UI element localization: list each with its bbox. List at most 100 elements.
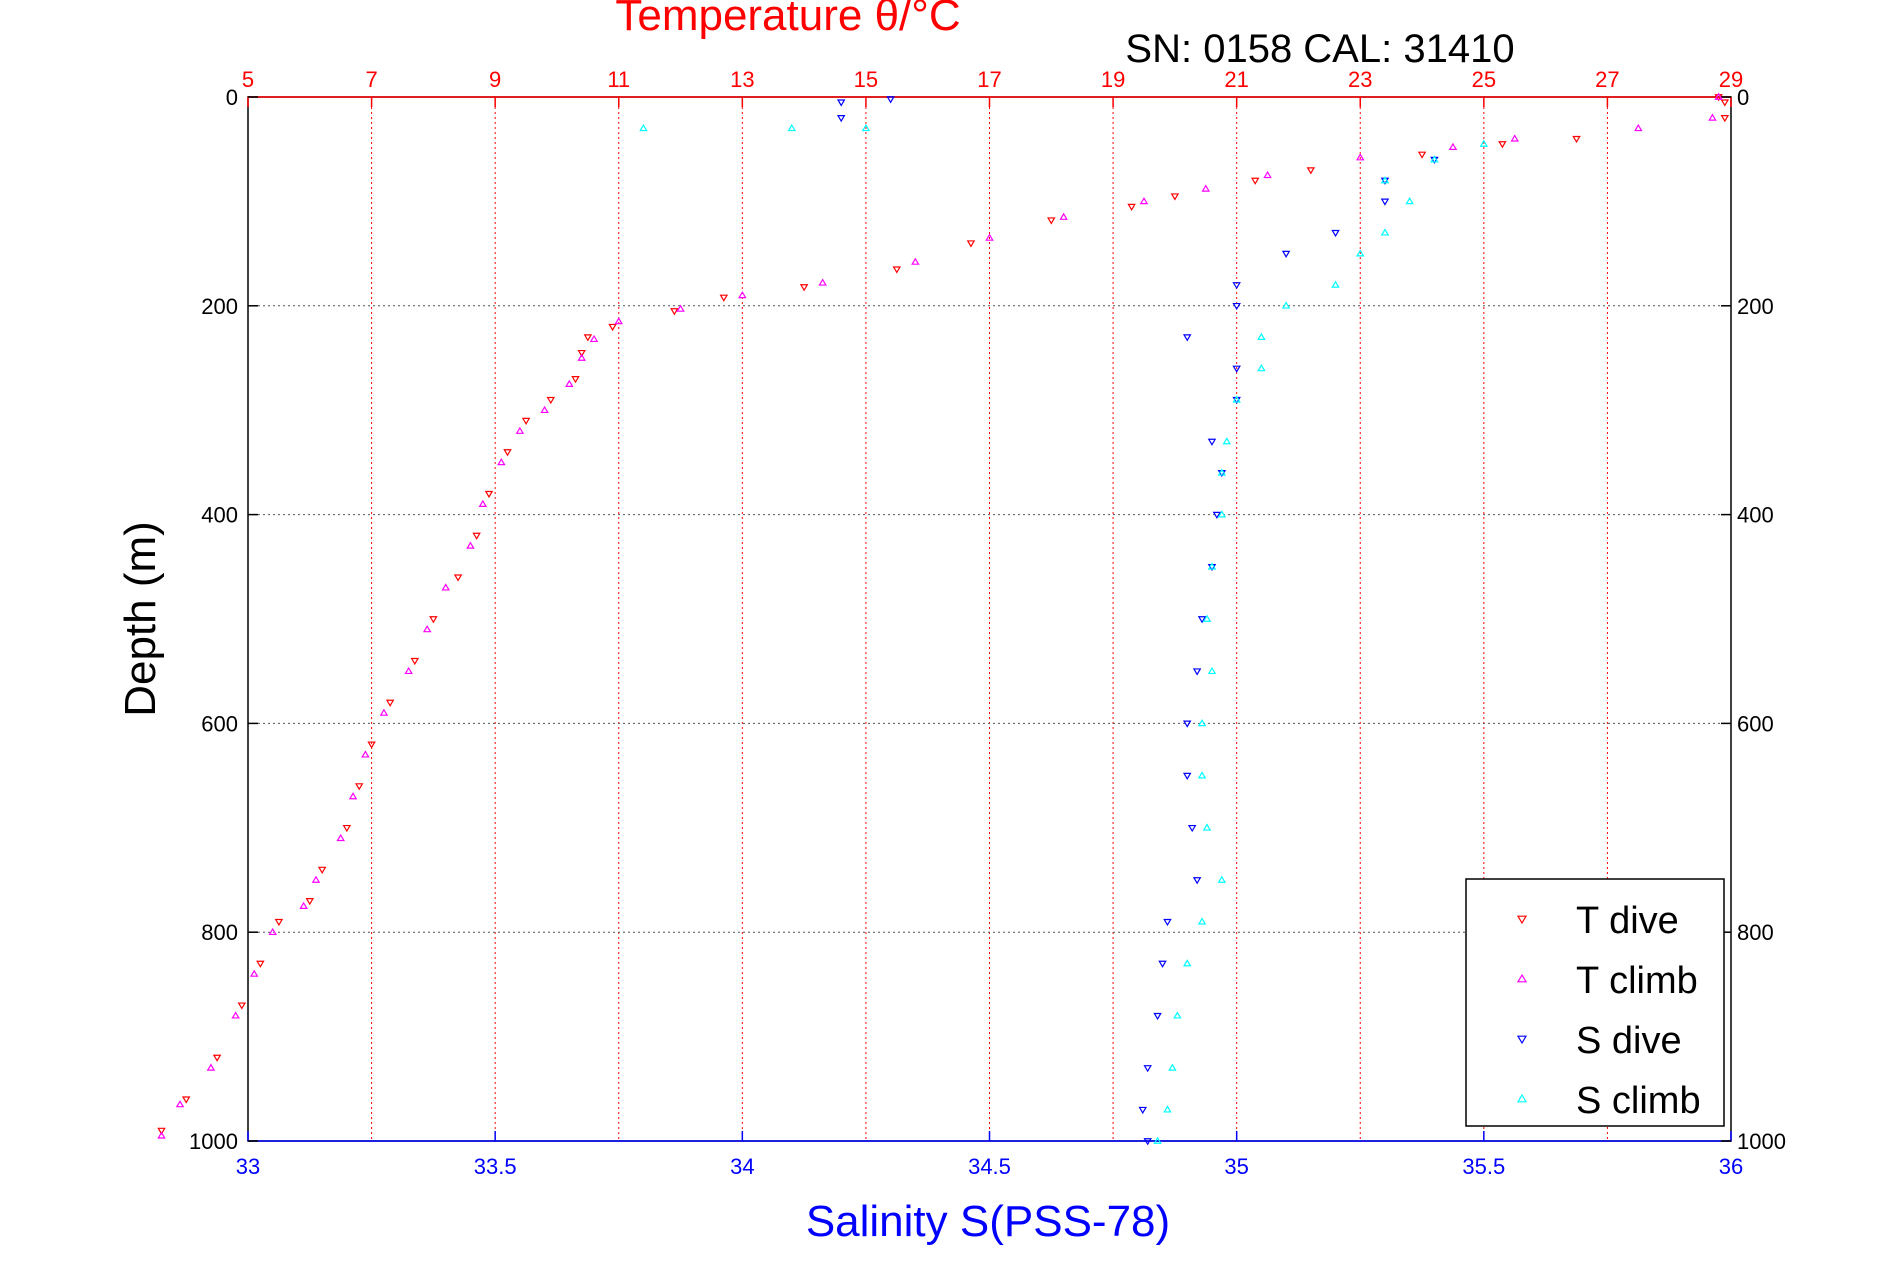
data-point (1217, 875, 1227, 883)
temperature-tick-label: 23 (1348, 67, 1372, 92)
data-point (1306, 167, 1316, 175)
legend-label: S climb (1576, 1080, 1701, 1122)
data-point (1331, 280, 1340, 288)
data-point (1263, 170, 1272, 179)
data-point (410, 657, 420, 666)
data-point (540, 405, 549, 414)
data-point (1182, 772, 1192, 780)
depth-tick-label: 1000 (1737, 1129, 1786, 1154)
data-point (441, 583, 450, 591)
series-s-dive (836, 96, 1439, 1146)
data-point (836, 99, 846, 107)
depth-tick-label: 200 (1737, 294, 1774, 319)
data-point (1182, 334, 1192, 342)
depth-tick-label: 800 (1737, 920, 1774, 945)
data-point (472, 532, 481, 540)
x-axis-label: Salinity S(PSS-78) (806, 1197, 1170, 1246)
data-point (379, 708, 389, 716)
data-point (1197, 917, 1207, 925)
chart-subtitle: SN: 0158 CAL: 31410 (1125, 27, 1514, 71)
data-point (231, 1011, 240, 1019)
data-point (274, 918, 284, 927)
data-point (1380, 198, 1390, 206)
data-series (157, 92, 1730, 1146)
data-point (1634, 123, 1643, 132)
data-point (1143, 1138, 1152, 1146)
data-point (738, 290, 747, 299)
data-point (1380, 176, 1390, 184)
salinity-tick-label: 35 (1224, 1154, 1248, 1179)
data-point (577, 353, 586, 361)
legend-item: T climb (1516, 960, 1698, 1002)
data-point (1222, 437, 1232, 445)
data-point (1139, 197, 1149, 205)
data-point (1720, 99, 1730, 107)
data-point (404, 666, 413, 675)
data-point (639, 123, 648, 132)
data-point (546, 396, 556, 405)
temperature-tick-label: 25 (1472, 67, 1496, 92)
data-point (342, 824, 352, 833)
data-point (787, 123, 797, 132)
data-point (571, 376, 580, 384)
temperature-tick-labels: 5 7 9 11 13 15 17 19 21 23 25 27 29 (242, 67, 1743, 107)
data-point (614, 317, 623, 325)
depth-tick-label: 400 (201, 503, 238, 528)
data-point (206, 1063, 216, 1071)
temperature-tick-label: 17 (977, 67, 1001, 92)
legend-marker (1516, 915, 1528, 925)
data-point (157, 1127, 166, 1135)
data-point (175, 1100, 185, 1108)
data-point (521, 417, 531, 426)
data-point (1281, 250, 1291, 258)
salinity-tick-label: 33.5 (474, 1154, 517, 1179)
data-point (985, 233, 994, 241)
salinity-tick-label: 34 (730, 1154, 754, 1179)
data-point (1207, 666, 1217, 675)
data-point (670, 308, 679, 316)
data-point (577, 349, 586, 358)
legend-label: T dive (1576, 900, 1679, 942)
data-point (1572, 135, 1581, 144)
data-point (354, 783, 364, 791)
temperature-tick-label: 29 (1719, 67, 1743, 92)
data-point (1202, 823, 1212, 831)
data-point (1168, 1063, 1177, 1071)
data-point (1163, 1105, 1172, 1113)
data-point (836, 115, 846, 123)
temperature-tick-label: 27 (1595, 67, 1619, 92)
data-point (1173, 1011, 1182, 1019)
data-point (1201, 184, 1211, 192)
data-point (1163, 918, 1172, 927)
temperature-tick-label: 13 (730, 67, 754, 92)
data-point (1417, 151, 1427, 159)
salinity-tick-labels: 33 33.5 34 34.5 35 35.5 36 (236, 1131, 1743, 1179)
data-point (385, 699, 395, 707)
depth-tick-label: 600 (1737, 711, 1774, 736)
legend-item: S climb (1516, 1080, 1701, 1122)
data-point (1197, 719, 1207, 727)
data-point (589, 334, 599, 343)
temperature-tick-label: 19 (1101, 67, 1125, 92)
data-point (1380, 228, 1390, 236)
salinity-tick-label: 34.5 (968, 1154, 1011, 1179)
data-point (1257, 364, 1266, 372)
data-point (361, 750, 370, 758)
temperature-tick-label: 21 (1224, 67, 1248, 92)
data-point (453, 574, 463, 582)
data-point (1138, 1106, 1147, 1115)
temperature-tick-label: 11 (607, 67, 630, 92)
data-point (1448, 142, 1458, 150)
data-point (305, 898, 315, 906)
legend-label: S dive (1576, 1020, 1682, 1062)
data-point (268, 927, 277, 936)
data-point (861, 123, 871, 132)
salinity-tick-label: 36 (1719, 1154, 1743, 1179)
data-point (348, 792, 358, 800)
data-point (237, 1002, 247, 1010)
data-point (299, 901, 308, 909)
data-point (1187, 824, 1197, 833)
data-point (1192, 668, 1202, 676)
data-point (911, 257, 920, 265)
series-s-climb (639, 123, 1489, 1144)
